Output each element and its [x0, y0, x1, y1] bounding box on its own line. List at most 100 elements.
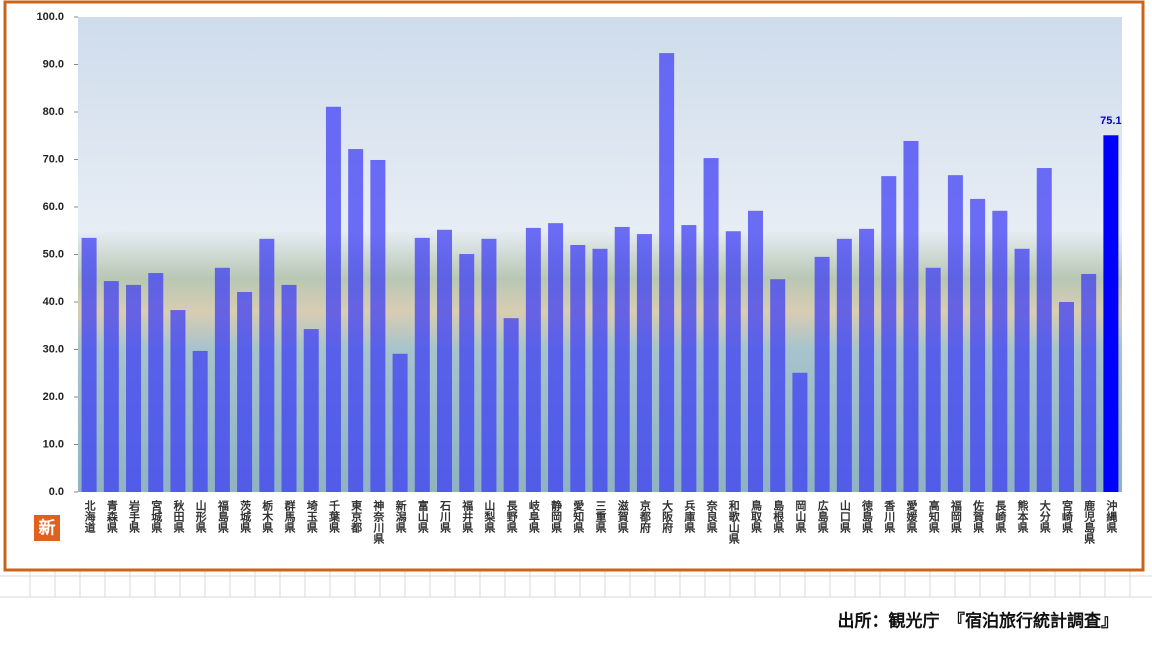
bar: [126, 284, 142, 492]
bar: [281, 284, 297, 492]
x-tick-label: 茨城県: [239, 499, 252, 534]
x-tick-label: 兵庫県: [683, 499, 696, 534]
bar: [836, 238, 852, 492]
x-tick-label: 島根県: [772, 499, 785, 534]
bar: [681, 225, 697, 493]
bar: [214, 267, 230, 492]
y-tick-label: 90.0: [43, 58, 64, 70]
bar: [814, 256, 830, 492]
x-tick-label: 大阪府: [661, 499, 674, 534]
x-tick-label: 群馬県: [283, 499, 297, 534]
x-tick-label: 千葉県: [327, 499, 341, 534]
bar: [592, 248, 608, 492]
y-tick-label: 20.0: [43, 391, 64, 403]
bar: [770, 279, 786, 492]
x-tick-label: 静岡県: [550, 499, 563, 534]
x-tick-label: 高知県: [927, 499, 941, 534]
y-tick-label: 50.0: [43, 248, 64, 260]
bar: [481, 238, 497, 492]
bar: [903, 140, 919, 492]
x-tick-label: 鳥取県: [749, 499, 762, 534]
bar: [103, 281, 119, 492]
bar: [1103, 135, 1119, 492]
x-tick-label: 三重県: [594, 500, 607, 534]
x-tick-label: 北海道: [83, 499, 96, 534]
x-tick-label: 岐阜県: [527, 499, 540, 534]
x-tick-label: 愛媛県: [905, 499, 919, 534]
x-tick-label: 佐賀県: [972, 499, 986, 534]
x-tick-label: 鹿児島県: [1083, 499, 1097, 545]
x-tick-label: 長野県: [505, 500, 518, 534]
x-tick-label: 香川県: [883, 499, 897, 534]
x-tick-label: 栃木県: [261, 499, 275, 534]
bar: [859, 228, 875, 492]
bar: [81, 237, 97, 492]
x-tick-label: 和歌山県: [727, 499, 740, 545]
bar: [1014, 248, 1030, 492]
x-tick-label: 山形県: [194, 499, 207, 534]
bar: [725, 231, 741, 492]
x-tick-label: 京都府: [638, 499, 652, 534]
x-tick-label: 愛知県: [572, 499, 586, 534]
bar: [503, 318, 519, 492]
y-tick-label: 70.0: [43, 153, 64, 165]
x-tick-label: 神奈川県: [372, 499, 386, 545]
y-tick-label: 0.0: [49, 486, 64, 498]
bar: [947, 175, 963, 493]
bar: [148, 273, 164, 492]
bar: [747, 210, 763, 493]
bar: [170, 310, 186, 492]
y-tick-label: 10.0: [43, 438, 64, 450]
bar: [570, 245, 586, 492]
y-tick-label: 80.0: [43, 106, 64, 118]
x-tick-label: 大分県: [1038, 499, 1051, 534]
bar: [414, 237, 430, 492]
x-tick-label: 福岡県: [949, 499, 963, 534]
x-tick-label: 東京都: [350, 499, 364, 534]
x-tick-label: 岡山県: [794, 500, 807, 534]
bar: [636, 234, 652, 492]
x-tick-label: 奈良県: [705, 499, 719, 534]
y-tick-label: 100.0: [36, 11, 64, 23]
bar: [548, 223, 564, 492]
x-tick-label: 福島県: [216, 499, 230, 534]
bar: [1058, 302, 1074, 492]
bar: [881, 176, 897, 492]
bar: [525, 227, 541, 492]
bar: [192, 350, 208, 492]
y-tick-label: 40.0: [43, 296, 64, 308]
bar: [992, 210, 1008, 493]
bar: [370, 159, 386, 492]
x-tick-label: 滋賀県: [616, 499, 630, 534]
bar: [348, 149, 364, 493]
x-tick-label: 長崎県: [994, 500, 1007, 534]
x-tick-label: 沖縄県: [1105, 499, 1118, 534]
x-tick-label: 富山県: [416, 499, 429, 534]
x-tick-label: 秋田県: [172, 499, 185, 534]
bar: [970, 198, 986, 493]
x-tick-label: 新潟県: [394, 499, 407, 534]
x-tick-label: 宮城県: [150, 499, 163, 534]
bar: [325, 106, 341, 493]
bar: [392, 353, 408, 492]
bar: [303, 329, 319, 492]
bar: [703, 158, 719, 492]
y-tick-label: 30.0: [43, 343, 64, 355]
bar: [437, 229, 453, 493]
x-tick-label: 山口県: [838, 499, 851, 534]
source-note: 出所：観光庁 『宿泊旅行統計調査』: [838, 610, 1119, 630]
data-label: 75.1: [1100, 115, 1121, 127]
bar: [459, 254, 475, 492]
badge-box: [34, 515, 60, 541]
x-tick-label: 広島県: [816, 499, 829, 534]
bar: [1081, 273, 1097, 492]
x-tick-label: 岩手県: [128, 499, 142, 534]
bar: [659, 53, 675, 492]
y-tick-label: 60.0: [43, 201, 64, 213]
sheet-grid: [0, 570, 1152, 598]
x-tick-label: 石川県: [439, 500, 453, 534]
bar: [1036, 168, 1052, 493]
bar: [925, 267, 941, 492]
bar: [792, 372, 808, 492]
